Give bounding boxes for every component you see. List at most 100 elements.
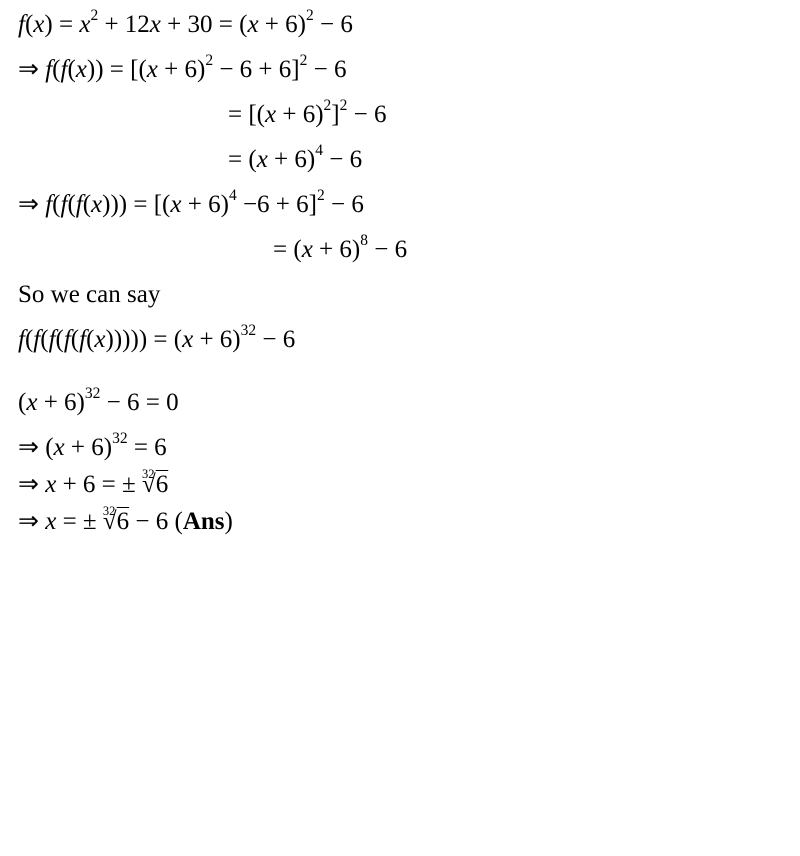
equation-line-5: ⇒ f(f(f(x))) = [(x + 6)4 −6 + 6]2 − 6 — [18, 192, 782, 217]
implies: ⇒ — [18, 191, 45, 218]
text: So we can say — [18, 281, 160, 308]
equation-line-4: = (x + 6)4 − 6 — [18, 147, 782, 172]
exponent: 4 — [229, 187, 237, 204]
text: = ( — [228, 146, 257, 173]
equation-line-11: ⇒ x + 6 = ± 32√6 — [18, 472, 782, 497]
equation-line-12: ⇒ x = ± 32√6 − 6 (Ans) — [18, 509, 782, 534]
text: ( — [56, 326, 64, 353]
text: ( — [40, 326, 48, 353]
text: + 6) — [313, 236, 360, 263]
text: + 6) — [182, 191, 229, 218]
variable-x: x — [265, 101, 276, 128]
equation-line-9: (x + 6)32 − 6 = 0 — [18, 390, 782, 415]
variable-x: x — [45, 508, 56, 535]
radical-icon: 32√ — [142, 472, 156, 497]
exponent: 32 — [112, 430, 128, 447]
radical-index: 32 — [142, 468, 155, 481]
equation-line-8: f(f(f(f(f(x))))) = (x + 6)32 − 6 — [18, 327, 782, 352]
text: ) = — [44, 11, 79, 38]
radicand: 6 — [156, 471, 169, 498]
text: ( — [67, 56, 75, 83]
radicand: 6 — [117, 508, 130, 535]
text: ))))) = ( — [106, 326, 183, 353]
answer-label: Ans — [183, 508, 225, 535]
implies: ⇒ — [18, 471, 45, 498]
prose-line: So we can say — [18, 282, 782, 307]
exponent: 4 — [315, 142, 323, 159]
equation-line-10: ⇒ (x + 6)32 = 6 — [18, 435, 782, 460]
equation-line-6: = (x + 6)8 − 6 — [18, 237, 782, 262]
text: − 6 — [323, 146, 362, 173]
variable-x: x — [33, 11, 44, 38]
exponent: 2 — [300, 52, 308, 69]
exponent: 2 — [317, 187, 325, 204]
text: = 6 — [128, 434, 167, 461]
variable-x: x — [257, 146, 268, 173]
variable-x: x — [150, 11, 161, 38]
text: + 6) — [37, 389, 84, 416]
variable-x: x — [182, 326, 193, 353]
exponent: 2 — [340, 97, 348, 114]
text: − 6 — [307, 56, 346, 83]
text: − 6 = 0 — [100, 389, 178, 416]
text: x — [54, 434, 65, 461]
equation-line-2: ⇒ f(f(x)) = [(x + 6)2 − 6 + 6]2 − 6 — [18, 57, 782, 82]
text: = [( — [228, 101, 265, 128]
text: ))) = [( — [102, 191, 170, 218]
variable-x: x — [45, 471, 56, 498]
exponent: 2 — [306, 7, 314, 24]
implies: ⇒ — [18, 56, 45, 83]
variable-x: x — [76, 56, 87, 83]
text: ] — [331, 101, 339, 128]
exponent: 2 — [324, 97, 332, 114]
exponent: 32 — [241, 322, 257, 339]
variable-f: f — [49, 326, 56, 353]
text: ( — [83, 191, 91, 218]
exponent: 2 — [205, 52, 213, 69]
text: + 6) — [276, 101, 323, 128]
variable-x: x — [91, 191, 102, 218]
variable-x: x — [170, 191, 181, 218]
exponent: 8 — [360, 232, 368, 249]
variable-f: f — [64, 326, 71, 353]
text: + 6) — [268, 146, 315, 173]
equation-line-3: = [(x + 6)2]2 − 6 — [18, 102, 782, 127]
implies: ⇒ ( — [18, 434, 54, 461]
radical-icon: 32√ — [103, 509, 117, 534]
text: −6 + 6] — [237, 191, 317, 218]
text: + 6) — [158, 56, 205, 83]
variable-f: f — [18, 326, 25, 353]
variable-f: f — [18, 11, 25, 38]
variable-x: x — [147, 56, 158, 83]
text: − 6 — [314, 11, 353, 38]
text: − 6 — [368, 236, 407, 263]
equation-line-1: f(x) = x2 + 12x + 30 = (x + 6)2 − 6 — [18, 12, 782, 37]
text: − 6 ( — [129, 508, 183, 535]
text: − 6 — [347, 101, 386, 128]
exponent: 32 — [85, 385, 101, 402]
text: + 6) — [193, 326, 240, 353]
text: = ( — [273, 236, 302, 263]
text: ( — [67, 191, 75, 218]
text: + 6) — [259, 11, 306, 38]
text: ( — [71, 326, 79, 353]
variable-x: x — [302, 236, 313, 263]
text: )) = [( — [87, 56, 147, 83]
text: − 6 — [256, 326, 295, 353]
variable-x: x — [247, 11, 258, 38]
text: + 12 — [98, 11, 150, 38]
text: + 6) — [65, 434, 112, 461]
variable-x: x — [94, 326, 105, 353]
exponent: 2 — [90, 7, 98, 24]
text: + 6 = ± — [56, 471, 142, 498]
text: ) — [225, 508, 233, 535]
text: − 6 + 6] — [213, 56, 300, 83]
text: = ± — [56, 508, 103, 535]
text: + 30 = ( — [161, 11, 248, 38]
variable-x: x — [79, 11, 90, 38]
variable-x: x — [26, 389, 37, 416]
text: − 6 — [325, 191, 364, 218]
implies: ⇒ — [18, 508, 45, 535]
variable-f: f — [76, 191, 83, 218]
radical-index: 32 — [103, 505, 116, 518]
